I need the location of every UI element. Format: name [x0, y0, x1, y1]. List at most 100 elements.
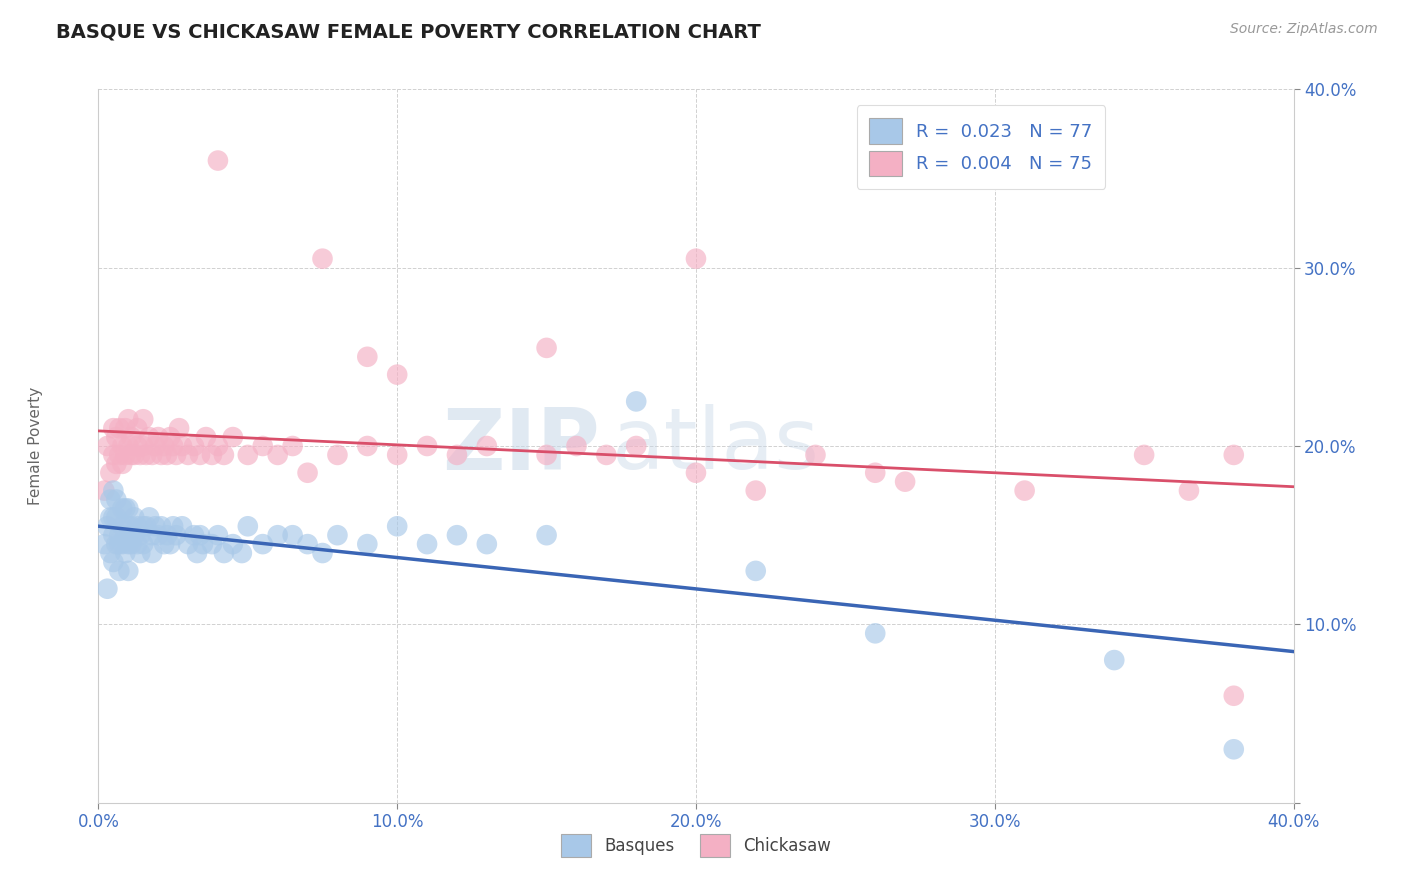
Point	[536, 528, 558, 542]
Point	[236, 519, 259, 533]
Point	[143, 439, 166, 453]
Point	[93, 537, 115, 551]
Point	[132, 519, 155, 533]
Point	[624, 439, 647, 453]
Point	[207, 528, 229, 542]
Point	[132, 439, 155, 453]
Point	[129, 528, 152, 542]
Point	[222, 537, 245, 551]
Point	[416, 439, 439, 453]
Point	[111, 457, 134, 471]
Point	[105, 430, 128, 444]
Point	[188, 448, 211, 462]
Point	[96, 439, 118, 453]
Point	[132, 537, 155, 551]
Point	[356, 537, 378, 551]
Point	[804, 448, 827, 462]
Point	[114, 501, 136, 516]
Point	[385, 368, 409, 382]
Point	[114, 421, 136, 435]
Point	[252, 439, 274, 453]
Point	[475, 537, 498, 551]
Point	[105, 510, 128, 524]
Point	[150, 519, 173, 533]
Point	[162, 439, 184, 453]
Point	[167, 421, 190, 435]
Point	[172, 519, 194, 533]
Point	[117, 439, 139, 453]
Point	[194, 430, 218, 444]
Point	[135, 519, 157, 533]
Point	[141, 448, 163, 462]
Point	[745, 483, 768, 498]
Point	[120, 519, 142, 533]
Point	[188, 528, 211, 542]
Point	[177, 537, 200, 551]
Point	[127, 421, 149, 435]
Point	[103, 510, 125, 524]
Point	[114, 546, 136, 560]
Point	[183, 439, 205, 453]
Point	[297, 466, 319, 480]
Point	[222, 430, 245, 444]
Point	[153, 439, 176, 453]
Point	[114, 448, 136, 462]
Text: atlas: atlas	[612, 404, 820, 488]
Point	[98, 492, 122, 507]
Point	[1014, 483, 1036, 498]
Point	[595, 448, 617, 462]
Point	[186, 546, 208, 560]
Text: Female Poverty: Female Poverty	[28, 387, 42, 505]
Point	[207, 439, 229, 453]
Point	[446, 448, 468, 462]
Point	[124, 510, 146, 524]
Point	[252, 537, 274, 551]
Point	[127, 439, 149, 453]
Point	[1223, 742, 1246, 756]
Text: BASQUE VS CHICKASAW FEMALE POVERTY CORRELATION CHART: BASQUE VS CHICKASAW FEMALE POVERTY CORRE…	[56, 22, 761, 41]
Point	[117, 537, 139, 551]
Point	[326, 448, 349, 462]
Point	[281, 528, 304, 542]
Point	[96, 519, 118, 533]
Point	[1178, 483, 1201, 498]
Point	[1223, 689, 1246, 703]
Point	[385, 448, 409, 462]
Point	[129, 546, 152, 560]
Point	[105, 537, 128, 551]
Point	[148, 430, 170, 444]
Text: Source: ZipAtlas.com: Source: ZipAtlas.com	[1230, 22, 1378, 37]
Point	[894, 475, 917, 489]
Point	[120, 537, 142, 551]
Point	[156, 528, 179, 542]
Point	[138, 430, 160, 444]
Point	[111, 501, 134, 516]
Point	[446, 528, 468, 542]
Point	[120, 448, 142, 462]
Point	[143, 519, 166, 533]
Point	[172, 439, 194, 453]
Point	[153, 537, 176, 551]
Point	[103, 448, 125, 462]
Point	[105, 492, 128, 507]
Point	[165, 528, 187, 542]
Point	[267, 528, 290, 542]
Point	[624, 394, 647, 409]
Point	[745, 564, 768, 578]
Text: ZIP: ZIP	[443, 404, 600, 488]
Point	[201, 537, 224, 551]
Point	[117, 564, 139, 578]
Point	[212, 546, 235, 560]
Point	[865, 466, 887, 480]
Point	[138, 510, 160, 524]
Point	[177, 448, 200, 462]
Point	[1104, 653, 1126, 667]
Point	[127, 519, 149, 533]
Point	[297, 537, 319, 551]
Point	[565, 439, 588, 453]
Point	[103, 555, 125, 569]
Legend: Basques, Chickasaw: Basques, Chickasaw	[553, 826, 839, 866]
Point	[141, 546, 163, 560]
Point	[685, 252, 707, 266]
Point	[117, 412, 139, 426]
